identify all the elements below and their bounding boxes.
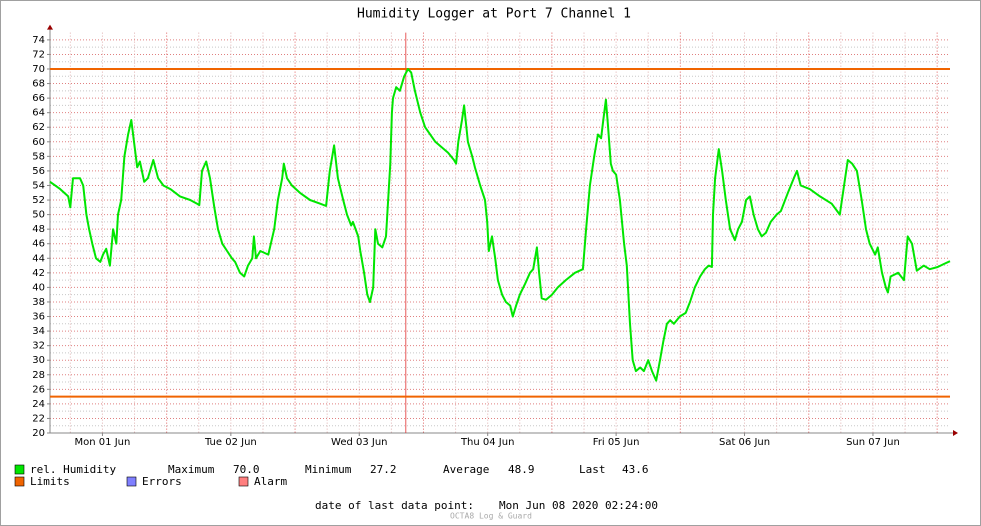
legend-swatch	[14, 464, 25, 475]
y-tick-label: 68	[32, 79, 45, 90]
y-tick-label: 34	[32, 326, 45, 337]
chart-title: Humidity Logger at Port 7 Channel 1	[357, 7, 631, 22]
footer-label: date of last data point:	[315, 499, 474, 512]
y-tick-label: 40	[32, 282, 45, 293]
y-axis-arrow	[47, 24, 53, 30]
stat-value: 48.9	[508, 463, 535, 476]
y-tick-label: 26	[32, 384, 45, 395]
stat-name: Last	[579, 463, 606, 476]
x-tick-label: Tue 02 Jun	[204, 437, 257, 448]
stat-name: Maximum	[168, 463, 215, 476]
x-tick-label: Mon 01 Jun	[75, 437, 131, 448]
stat-value: 43.6	[622, 463, 649, 476]
y-tick-label: 24	[32, 399, 45, 410]
y-tick-label: 70	[32, 64, 45, 75]
y-tick-label: 28	[32, 370, 45, 381]
x-tick-label: Sat 06 Jun	[719, 437, 770, 448]
y-tick-label: 56	[32, 166, 45, 177]
y-tick-label: 54	[32, 180, 45, 191]
y-tick-label: 36	[32, 312, 45, 323]
legend-label: Errors	[142, 475, 182, 488]
x-axis-arrow	[953, 430, 958, 436]
legend-swatch	[238, 476, 249, 487]
y-tick-label: 20	[32, 428, 45, 439]
y-tick-label: 46	[32, 239, 45, 250]
watermark: OCTA8 Log & Guard	[450, 512, 532, 521]
stat-value: 27.2	[370, 463, 397, 476]
x-tick-label: Wed 03 Jun	[331, 437, 388, 448]
legend-label: Alarm	[254, 475, 287, 488]
y-tick-label: 50	[32, 210, 45, 221]
legend-label: Limits	[30, 475, 70, 488]
stat-value: 70.0	[233, 463, 260, 476]
y-tick-label: 62	[32, 122, 45, 133]
legend-swatch	[14, 476, 25, 487]
legend-label: rel. Humidity	[30, 463, 116, 476]
plot	[47, 24, 958, 436]
y-tick-label: 58	[32, 151, 45, 162]
y-tick-label: 66	[32, 93, 45, 104]
legend-swatch	[126, 476, 137, 487]
y-tick-label: 72	[32, 49, 45, 60]
legend: rel. Humidity Maximum 70.0 Minimum 27.2 Avera…	[14, 463, 649, 488]
y-tick-label: 32	[32, 341, 45, 352]
y-tick-label: 44	[32, 253, 45, 264]
y-tick-label: 64	[32, 108, 45, 119]
stat-name: Minimum	[305, 463, 352, 476]
footer-value: Mon Jun 08 2020 02:24:00	[499, 499, 658, 512]
y-tick-label: 38	[32, 297, 45, 308]
stat-name: Average	[443, 463, 489, 476]
y-tick-label: 52	[32, 195, 45, 206]
x-tick-label: Thu 04 Jun	[460, 437, 515, 448]
series-line	[49, 68, 951, 382]
y-tick-label: 60	[32, 137, 45, 148]
x-tick-label: Sun 07 Jun	[846, 437, 900, 448]
x-tick-label: Fri 05 Jun	[593, 437, 640, 448]
y-tick-label: 42	[32, 268, 45, 279]
y-tick-label: 30	[32, 355, 45, 366]
y-tick-label: 22	[32, 413, 45, 424]
y-tick-label: 48	[32, 224, 45, 235]
y-tick-label: 74	[32, 35, 45, 46]
